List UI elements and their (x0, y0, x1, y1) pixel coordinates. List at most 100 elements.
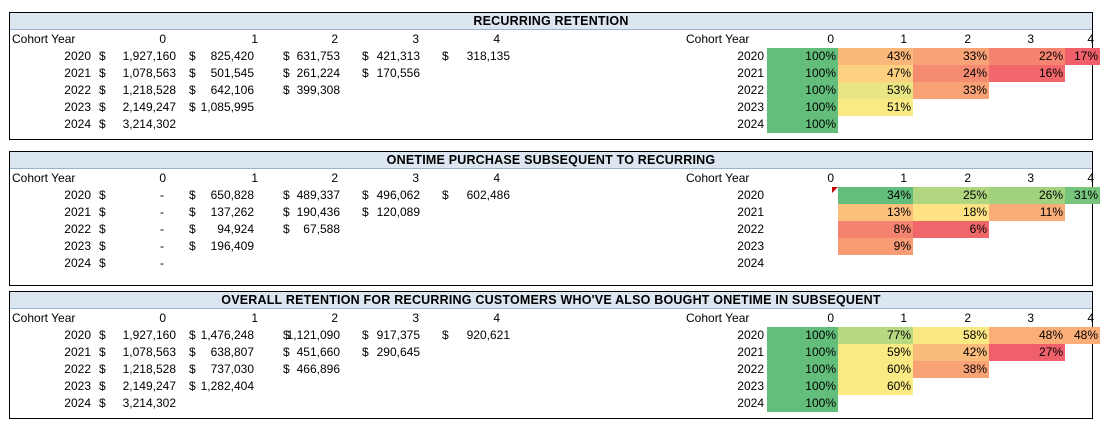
cohort-value: 190,436 (296, 205, 340, 219)
period-header: 4 (493, 32, 500, 46)
retention-pct-cell (767, 255, 838, 272)
table-row: 2021 $ - $137,262 $190,436 $120,089 2021 13% 18%… (10, 204, 1092, 221)
retention-pct-cell: 100% (767, 99, 838, 116)
retention-pct-cell: 77% (838, 327, 913, 344)
table-row: 2022 $1,218,528 $642,106 $399,308 2022 100% 53… (10, 82, 1092, 99)
cohort-value: 290,645 (376, 345, 420, 359)
cohort-year-header: Cohort Year (12, 311, 76, 325)
table-row: 2023 $ - $196,409 2023 9% (10, 238, 1092, 255)
retention-pct-cell: 34% (838, 187, 913, 204)
period-header-right: 2 (964, 171, 971, 185)
period-header: 2 (331, 32, 338, 46)
section-title: OVERALL RETENTION FOR RECURRING CUSTOMER… (10, 292, 1092, 309)
period-header: 1 (251, 311, 258, 325)
period-header: 4 (493, 311, 500, 325)
period-header-right: 1 (900, 311, 907, 325)
cohort-value: 1,218,528 (122, 362, 176, 376)
currency-symbol: $ (362, 345, 369, 359)
period-header-right: 0 (827, 32, 834, 46)
currency-symbol: $ (99, 362, 106, 376)
retention-pct-cell: 27% (989, 344, 1065, 361)
currency-symbol: $ (99, 205, 106, 219)
cohort-year-right: 2022 (737, 83, 764, 97)
cohort-year: 2022 (64, 222, 91, 236)
currency-symbol: $ (283, 222, 290, 236)
cohort-value: 602,486 (466, 188, 510, 202)
retention-pct-cell: 100% (767, 48, 838, 65)
currency-symbol: $ (189, 222, 196, 236)
period-header-right: 0 (827, 171, 834, 185)
cohort-value: - (160, 188, 164, 202)
period-header-right: 4 (1087, 171, 1094, 185)
retention-pct-cell: 24% (913, 65, 989, 82)
retention-pct-cell: 47% (838, 65, 913, 82)
cohort-value: 1,121,090 (286, 328, 340, 342)
period-header: 1 (251, 171, 258, 185)
currency-symbol: $ (283, 345, 290, 359)
currency-symbol: $ (189, 188, 196, 202)
cohort-value: 451,660 (296, 345, 340, 359)
currency-symbol: $ (189, 328, 196, 342)
cohort-value: 196,409 (210, 239, 254, 253)
table-row: 2023 $2,149,247 $1,085,995 2023 100% 51% (10, 99, 1092, 116)
cohort-year-right: 2021 (737, 205, 764, 219)
cohort-value: 1,927,160 (122, 328, 176, 342)
cohort-value: 1,282,404 (200, 379, 254, 393)
currency-symbol: $ (442, 188, 449, 202)
period-header-right: 2 (964, 311, 971, 325)
section-title: RECURRING RETENTION (10, 13, 1092, 30)
retention-pct-cell (767, 187, 838, 204)
cohort-section: RECURRING RETENTION Cohort Year 0 1 2 3 4 Cohor… (9, 12, 1100, 140)
cohort-year-right: 2024 (737, 256, 764, 270)
cohort-value: 2,149,247 (122, 379, 176, 393)
header-row: Cohort Year 0 1 2 3 4 Cohort Year 0 1 2 3 4 (10, 310, 1094, 327)
retention-pct-cell: 13% (838, 204, 913, 221)
table-row: 2022 $1,218,528 $737,030 $466,896 2022 100% 60… (10, 361, 1092, 378)
cohort-value: 399,308 (296, 83, 340, 97)
currency-symbol: $ (99, 117, 106, 131)
cohort-year: 2024 (64, 117, 91, 131)
currency-symbol: $ (283, 205, 290, 219)
retention-pct-cell: 33% (913, 48, 989, 65)
period-header: 2 (331, 311, 338, 325)
cohort-value: 1,927,160 (122, 49, 176, 63)
cohort-year: 2024 (64, 396, 91, 410)
cohort-year: 2020 (64, 188, 91, 202)
cohort-value: 318,135 (466, 49, 510, 63)
retention-pct-cell: 8% (838, 221, 913, 238)
currency-symbol: $ (189, 83, 196, 97)
cohort-year-right: 2021 (737, 345, 764, 359)
cohort-section: OVERALL RETENTION FOR RECURRING CUSTOMER… (9, 291, 1100, 419)
retention-pct-cell: 100% (767, 378, 838, 395)
cohort-value: 642,106 (210, 83, 254, 97)
period-header: 1 (251, 32, 258, 46)
currency-symbol: $ (189, 205, 196, 219)
period-header: 3 (412, 311, 419, 325)
cohort-year-right: 2023 (737, 100, 764, 114)
retention-pct-cell: 9% (838, 238, 913, 255)
cohort-year-right: 2020 (737, 49, 764, 63)
cohort-value: 737,030 (210, 362, 254, 376)
period-header: 2 (331, 171, 338, 185)
cohort-year-right: 2022 (737, 222, 764, 236)
currency-symbol: $ (283, 66, 290, 80)
cohort-year-right: 2024 (737, 396, 764, 410)
currency-symbol: $ (99, 345, 106, 359)
period-header: 4 (493, 171, 500, 185)
currency-symbol: $ (189, 345, 196, 359)
cohort-value: 3,214,302 (122, 396, 176, 410)
cohort-value: 94,924 (217, 222, 254, 236)
retention-pct-cell: 25% (913, 187, 989, 204)
cohort-value: 1,218,528 (122, 83, 176, 97)
retention-pct-cell: 100% (767, 116, 838, 133)
cohort-year: 2023 (64, 239, 91, 253)
cohort-value: - (160, 239, 164, 253)
table-row: 2024 $3,214,302 2024 100% (10, 116, 1092, 133)
currency-symbol: $ (99, 379, 106, 393)
cohort-value: - (160, 222, 164, 236)
comment-indicator-icon[interactable] (832, 187, 838, 193)
retention-pct-cell: 38% (913, 361, 989, 378)
cohort-value: 1,078,563 (122, 66, 176, 80)
cohort-year-header-right: Cohort Year (686, 311, 750, 325)
retention-pct-cell: 17% (1065, 48, 1100, 65)
